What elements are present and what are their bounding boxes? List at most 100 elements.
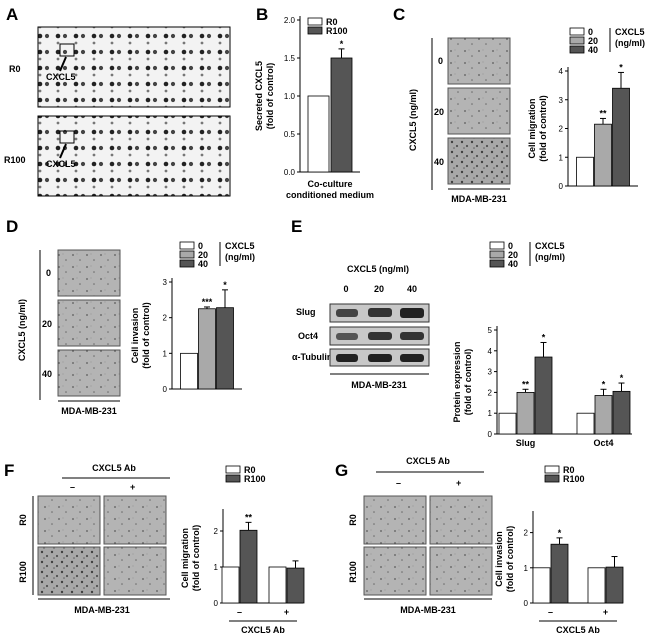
panel-g-images: G CXCL5 Ab – + R0 R100 MDA-MB-231 xyxy=(335,456,493,615)
band-oct4-0 xyxy=(336,333,358,340)
chart-b: B 0.0 0.5 1.0 1.5 2.0 Secreted CXCL5 (fold of c… xyxy=(254,5,374,200)
legend-swatch xyxy=(489,259,505,268)
band-tubulin-label: α-Tubulin xyxy=(292,352,332,362)
x-axis-label-2: conditioned medium xyxy=(286,190,374,200)
y-tick-label: 1 xyxy=(488,409,493,418)
legend-title: CXCL5 xyxy=(615,27,645,37)
y-tick-label: 3 xyxy=(488,368,493,377)
panel-c-side-label: CXCL5 (ng/ml) xyxy=(408,89,418,151)
bar xyxy=(576,412,595,435)
y-tick-label: 2 xyxy=(163,314,168,323)
legend-swatch xyxy=(307,26,323,35)
legend-label: R0 xyxy=(244,465,256,475)
panel-label-a: A xyxy=(6,5,18,24)
y-axis-label: Cell migration xyxy=(180,528,190,588)
y-tick-label: 4 xyxy=(488,347,493,356)
bar xyxy=(594,123,612,187)
legend-label: R100 xyxy=(244,474,266,484)
category-label: – xyxy=(548,607,553,617)
significance-label: * xyxy=(223,280,227,290)
image-f-r100-minus xyxy=(37,546,101,596)
bar xyxy=(532,567,551,604)
legend-unit: (ng/ml) xyxy=(615,38,645,48)
bar xyxy=(587,567,606,604)
lane-40: 40 xyxy=(407,284,417,294)
y-tick-label: 0 xyxy=(524,599,529,608)
x-axis-label: Co-culture xyxy=(308,179,353,189)
image-g-r0-plus xyxy=(429,495,493,545)
image-g-r100-minus xyxy=(363,546,427,596)
significance-label: *** xyxy=(202,297,213,307)
legend-swatch xyxy=(489,250,505,259)
image-f-r100-plus xyxy=(103,546,167,596)
cxcl5-label-r100: CXCL5 xyxy=(46,159,76,169)
array-r100 xyxy=(37,115,231,197)
category-label: + xyxy=(603,607,608,617)
image-d-0 xyxy=(57,249,121,297)
x-axis-label: CXCL5 Ab xyxy=(556,625,600,635)
row-d-40: 40 xyxy=(42,369,52,379)
y-axis-label-2: (fold of control) xyxy=(265,63,275,129)
band-oct4-40 xyxy=(400,332,424,340)
significance-label: ** xyxy=(245,512,253,522)
bar xyxy=(594,395,613,435)
legend-swatch xyxy=(489,241,505,250)
panel-a: A R0 R100 CXCL5 CXCL5 xyxy=(4,5,231,197)
legend-label: R100 xyxy=(326,26,348,36)
bar xyxy=(286,567,305,604)
y-tick-label: 0 xyxy=(163,385,168,394)
y-axis-label-2: (fold of control) xyxy=(191,525,201,591)
image-c-20 xyxy=(447,87,511,135)
significance-label: * xyxy=(619,62,623,72)
significance-label: * xyxy=(602,379,606,389)
legend-label: 40 xyxy=(508,259,518,269)
significance-label: * xyxy=(620,373,624,383)
y-tick-label: 3 xyxy=(559,96,564,105)
panel-e-blot: E CXCL5 (ng/ml) 0 20 40 Slug Oct4 α-Tubu… xyxy=(291,217,430,390)
category-label: Oct4 xyxy=(593,438,613,448)
y-tick-label: 4 xyxy=(559,67,564,76)
y-tick-label: 1 xyxy=(214,563,219,572)
image-g-r100-plus xyxy=(429,546,493,596)
y-tick-label: 2 xyxy=(488,388,493,397)
bar xyxy=(516,391,535,435)
bar xyxy=(216,307,234,390)
legend-swatch xyxy=(225,465,241,474)
band-tub-20 xyxy=(368,354,392,362)
y-tick-label: 2 xyxy=(524,529,529,538)
band-slug-40 xyxy=(400,308,424,318)
legend-label: 40 xyxy=(198,259,208,269)
y-axis-label-2: (fold of control) xyxy=(505,526,515,592)
category-label: – xyxy=(237,607,242,617)
x-axis-label: CXCL5 Ab xyxy=(241,625,285,635)
band-slug-20 xyxy=(368,308,392,317)
lane-0: 0 xyxy=(343,284,348,294)
y-axis-label-2: (fold of control) xyxy=(538,95,548,161)
arrow-r100 xyxy=(59,143,67,159)
cell-line-c: MDA-MB-231 xyxy=(451,194,507,204)
significance-label: ** xyxy=(599,108,607,118)
row-c-40: 40 xyxy=(434,157,444,167)
legend-swatch xyxy=(179,259,195,268)
bar xyxy=(576,156,594,187)
band-tub-40 xyxy=(400,354,424,362)
panel-f-images: F CXCL5 Ab – + R0 R100 MDA-MB-231 xyxy=(4,461,170,615)
bar xyxy=(612,390,631,435)
y-tick-label: 1 xyxy=(524,564,529,573)
y-tick-label: 3 xyxy=(163,278,168,287)
panel-label-f: F xyxy=(4,461,14,480)
panel-label-g: G xyxy=(335,461,348,480)
ab-title-g: CXCL5 Ab xyxy=(406,456,450,466)
bar xyxy=(180,352,198,390)
ab-minus-f: – xyxy=(70,482,75,492)
lane-20: 20 xyxy=(374,284,384,294)
image-g-r0-minus xyxy=(363,495,427,545)
legend-unit: (ng/ml) xyxy=(225,252,255,262)
row-f-r100: R100 xyxy=(18,561,28,583)
panel-label-b: B xyxy=(256,5,268,24)
y-tick-label: 0.0 xyxy=(284,168,296,177)
legend-swatch xyxy=(569,36,585,45)
y-axis-label: Cell migration xyxy=(527,98,537,158)
legend-unit: (ng/ml) xyxy=(535,252,565,262)
legend-label: 20 xyxy=(588,36,598,46)
